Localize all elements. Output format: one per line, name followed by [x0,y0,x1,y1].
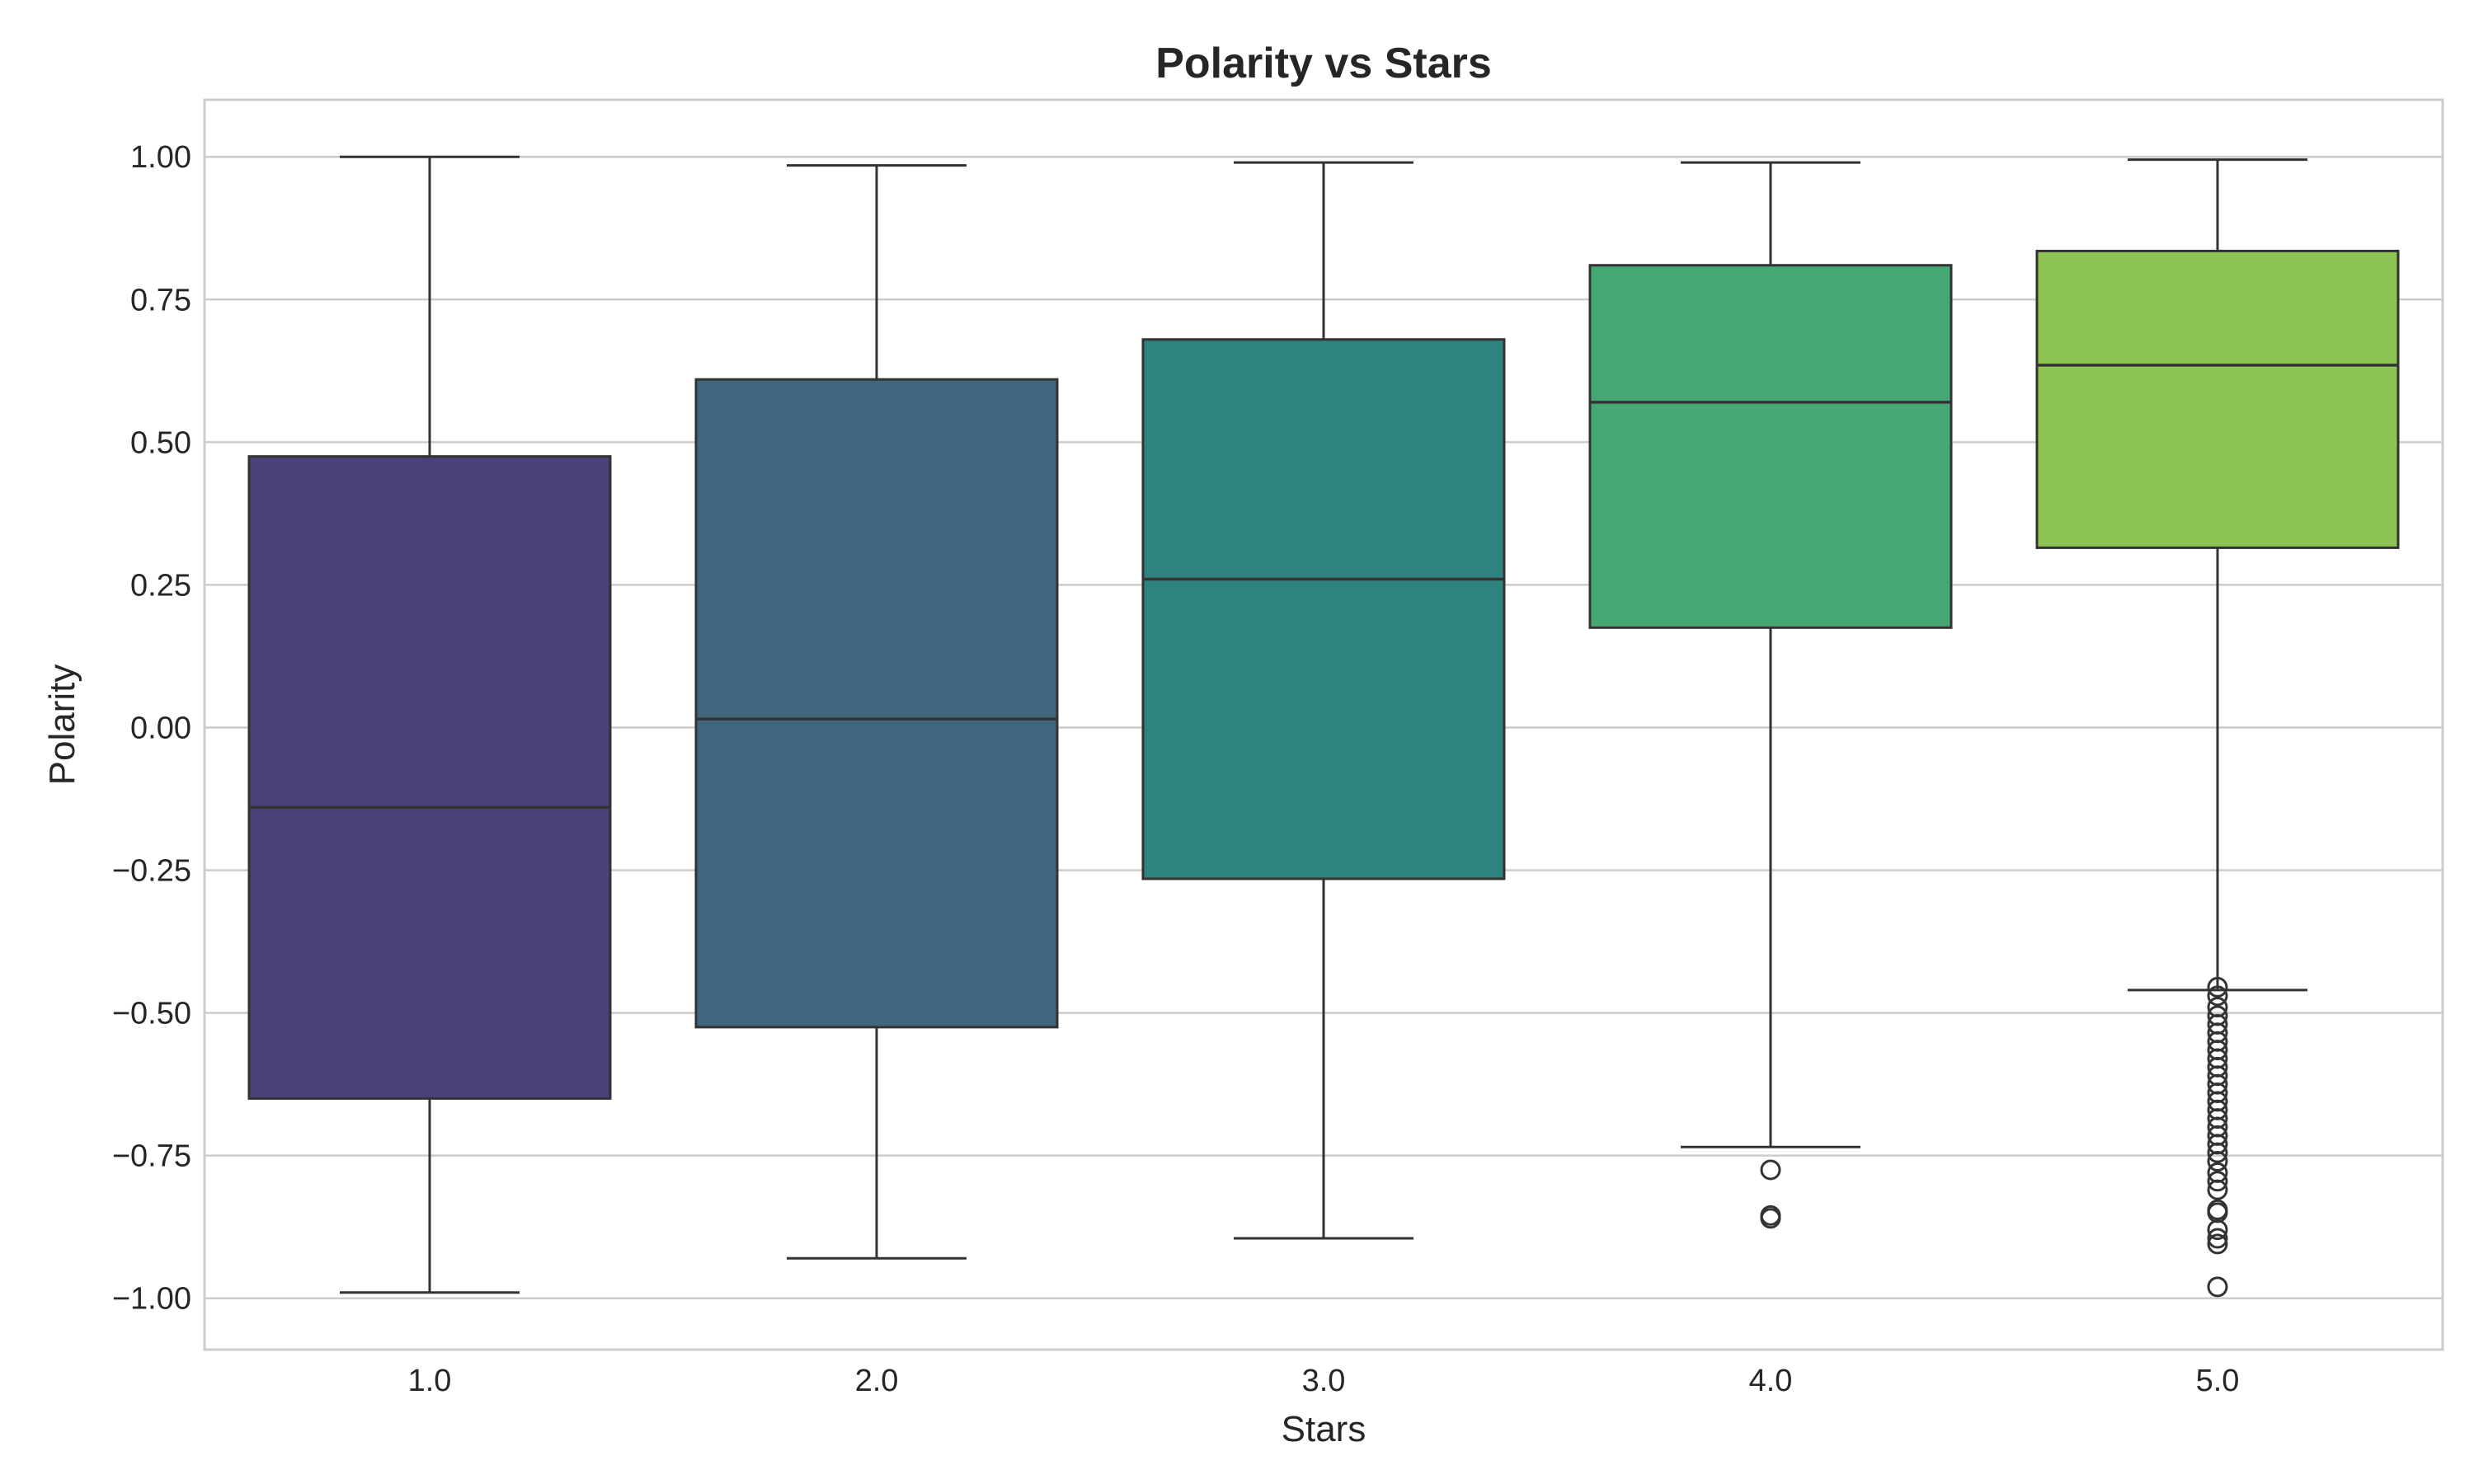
x-tick-label: 2.0 [855,1364,899,1398]
boxes [247,155,2400,1298]
y-tick-label: 0.50 [130,425,191,460]
outlier-point [2207,976,2228,998]
iqr-box [694,378,1059,1029]
y-tick-label: 1.00 [130,140,191,175]
outlier-point [2207,1179,2228,1200]
iqr-box [1141,338,1506,881]
outlier-point [2207,985,2228,1007]
plot-frame [203,98,2444,1351]
outlier-point [2207,1228,2228,1249]
x-tick-label: 1.0 [408,1364,452,1398]
x-axis-label: Stars [1282,1409,1366,1449]
box-group-1.0 [247,155,612,1294]
outlier-point [2207,1142,2228,1163]
x-tick-label: 3.0 [1302,1364,1346,1398]
iqr-box [247,455,612,1100]
box-group-3.0 [1141,161,1506,1240]
x-tick-label: 4.0 [1749,1364,1793,1398]
y-tick-label: 0.75 [130,283,191,317]
outlier-point [2207,1171,2228,1192]
box-group-2.0 [694,164,1059,1260]
y-tick-label: 0.25 [130,568,191,603]
outlier-point [2207,1276,2228,1298]
outlier-point [2207,1151,2228,1172]
y-tick-label: −0.25 [112,854,191,889]
iqr-box [2035,249,2400,549]
outlier-point [2207,1233,2228,1255]
y-tick-label: −0.50 [112,997,191,1031]
box-group-5.0 [2035,158,2400,1298]
y-tick-label: −0.75 [112,1139,191,1174]
x-axis-ticks: 1.0 2.0 3.0 4.0 5.0 [408,1364,2240,1398]
x-tick-label: 5.0 [2196,1364,2240,1398]
iqr-box [1588,264,1953,629]
chart-title: Polarity vs Stars [1155,40,1492,87]
y-axis-label: Polarity [42,665,82,786]
outlier-point [2207,1219,2228,1241]
y-axis-ticks: 1.00 0.75 0.50 0.25 0.00 −0.25 −0.50 −0.75 −1.00 [112,140,191,1316]
y-tick-label: −1.00 [112,1282,191,1317]
y-tick-label: 0.00 [130,711,191,745]
outlier-point [1760,1208,1781,1229]
outlier-point [1760,1159,1781,1181]
box-group-4.0 [1588,161,1953,1229]
